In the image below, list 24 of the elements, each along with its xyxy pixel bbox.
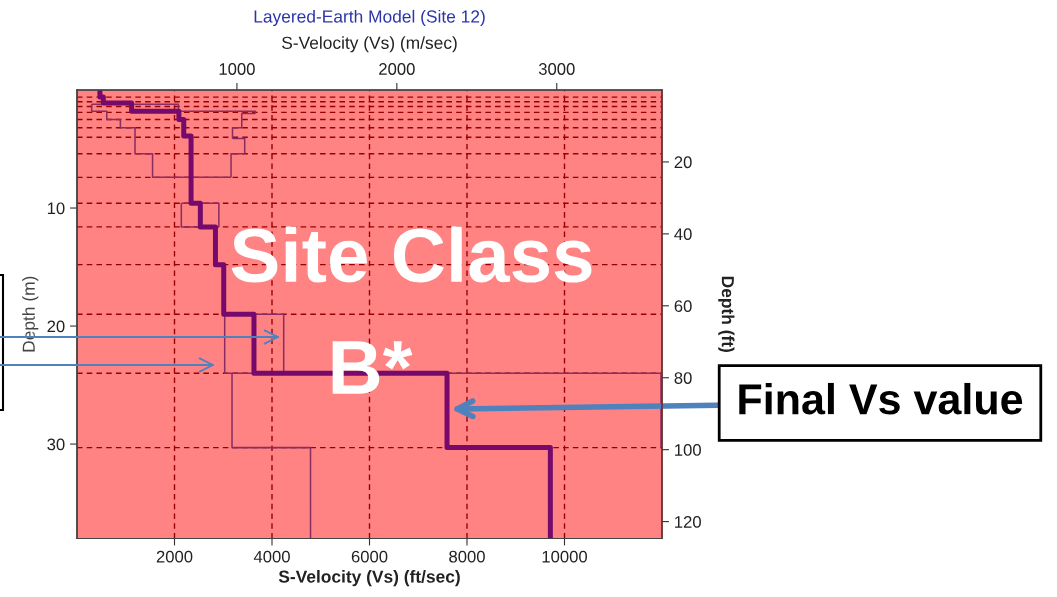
x-tick-label: 8000 xyxy=(449,550,485,563)
x2-tick-label: 2000 xyxy=(379,63,415,75)
y2-tick-label: 20 xyxy=(674,156,692,169)
x2-tick-label: 1000 xyxy=(219,63,255,75)
x-tick-label: 2000 xyxy=(156,550,193,563)
y2-axis-title: Depth (ft) xyxy=(718,276,735,352)
y2-tick-label: 60 xyxy=(674,300,692,312)
x2-axis-title: S-Velocity (Vs) (m/sec) xyxy=(282,36,457,53)
text: Final Vs value xyxy=(739,382,1023,415)
chart-title: Layered-Earth Model (Site 12) xyxy=(254,9,485,27)
y-tick-label: 10 xyxy=(47,202,65,215)
x2-tick-label: 3000 xyxy=(538,63,575,75)
x-tick-label: 4000 xyxy=(253,550,290,563)
y2-tick-label: 100 xyxy=(675,444,701,456)
y-axis-title: Depth (m) xyxy=(22,276,39,352)
y2-tick-label: 120 xyxy=(675,516,701,528)
y2-tick-label: 80 xyxy=(674,372,692,384)
y-tick-label: 20 xyxy=(47,320,65,333)
x-axis-title: S-Velocity (Vs) (ft/sec) xyxy=(278,570,460,587)
y2-tick-label: 40 xyxy=(674,228,692,241)
y-tick-label: 30 xyxy=(47,438,65,451)
x-tick-label: 10000 xyxy=(542,550,588,563)
annotation: Site Class xyxy=(231,226,592,283)
x-tick-label: 6000 xyxy=(351,550,388,563)
